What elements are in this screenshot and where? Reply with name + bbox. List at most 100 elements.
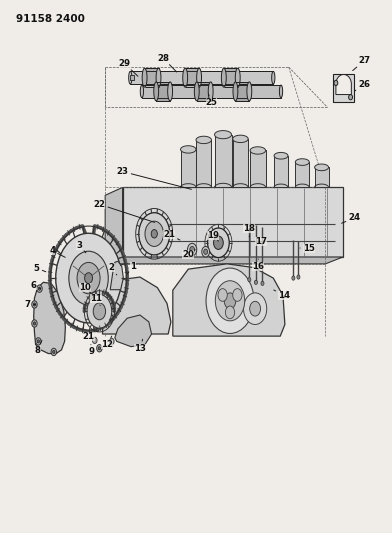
Text: 28: 28 [157, 54, 177, 72]
Polygon shape [142, 85, 281, 98]
Polygon shape [123, 188, 343, 257]
Polygon shape [333, 74, 354, 102]
Text: 4: 4 [49, 246, 65, 257]
Text: 15: 15 [300, 244, 315, 253]
Polygon shape [272, 71, 275, 84]
Text: 26: 26 [355, 80, 370, 91]
Circle shape [292, 276, 295, 280]
Polygon shape [233, 82, 238, 101]
Circle shape [233, 289, 242, 301]
Circle shape [32, 320, 37, 327]
Circle shape [33, 322, 36, 325]
Circle shape [33, 303, 36, 306]
Circle shape [36, 338, 41, 345]
Text: 6: 6 [31, 281, 41, 290]
Polygon shape [185, 68, 199, 87]
Circle shape [97, 344, 102, 352]
Polygon shape [105, 188, 123, 264]
Text: 21: 21 [83, 331, 99, 341]
Text: 18: 18 [243, 224, 255, 237]
Polygon shape [250, 147, 265, 154]
Polygon shape [197, 82, 211, 101]
Text: 1: 1 [127, 262, 136, 274]
Circle shape [224, 293, 236, 309]
Polygon shape [214, 135, 232, 188]
Polygon shape [279, 85, 283, 98]
Circle shape [77, 262, 100, 294]
Circle shape [248, 278, 251, 282]
Circle shape [254, 280, 258, 285]
Polygon shape [173, 264, 285, 336]
Polygon shape [208, 82, 213, 101]
Circle shape [250, 301, 261, 316]
Polygon shape [274, 152, 288, 159]
Polygon shape [154, 82, 159, 101]
Circle shape [37, 340, 40, 343]
Polygon shape [181, 149, 196, 188]
Circle shape [32, 301, 37, 308]
Circle shape [145, 221, 163, 246]
Circle shape [98, 346, 101, 350]
Polygon shape [168, 82, 172, 101]
Polygon shape [235, 68, 240, 87]
Text: 12: 12 [101, 336, 113, 349]
Circle shape [202, 246, 210, 257]
Polygon shape [196, 136, 211, 143]
Circle shape [93, 303, 105, 320]
Polygon shape [295, 159, 309, 165]
Circle shape [206, 268, 254, 334]
Text: 24: 24 [341, 214, 361, 223]
Circle shape [53, 350, 55, 353]
Circle shape [243, 293, 267, 325]
Polygon shape [336, 75, 351, 94]
Text: 21: 21 [163, 230, 180, 240]
Text: 14: 14 [274, 290, 290, 300]
Circle shape [87, 294, 112, 328]
Polygon shape [156, 82, 170, 101]
Circle shape [93, 337, 97, 343]
Polygon shape [130, 71, 273, 84]
Polygon shape [247, 82, 252, 101]
Circle shape [38, 287, 41, 290]
Polygon shape [156, 68, 161, 87]
Polygon shape [295, 162, 309, 188]
Circle shape [69, 251, 108, 305]
Text: 27: 27 [353, 56, 370, 70]
Polygon shape [102, 277, 171, 334]
Circle shape [56, 233, 122, 323]
Polygon shape [233, 139, 248, 188]
Polygon shape [183, 68, 188, 87]
Text: 8: 8 [34, 340, 42, 356]
Polygon shape [145, 68, 158, 87]
Text: 7: 7 [25, 300, 36, 309]
Text: 13: 13 [134, 340, 146, 353]
Polygon shape [221, 68, 226, 87]
Text: 10: 10 [79, 283, 91, 293]
Circle shape [139, 213, 170, 255]
Polygon shape [274, 156, 288, 188]
Circle shape [225, 306, 235, 319]
Polygon shape [115, 315, 152, 346]
Text: 22: 22 [93, 200, 155, 222]
Polygon shape [236, 82, 249, 101]
Circle shape [85, 273, 93, 284]
Polygon shape [130, 75, 134, 80]
Polygon shape [142, 68, 147, 87]
Circle shape [187, 243, 197, 256]
Polygon shape [315, 167, 328, 188]
Text: 3: 3 [76, 241, 86, 253]
Circle shape [297, 275, 300, 279]
Circle shape [109, 338, 114, 344]
Text: 9: 9 [89, 344, 94, 357]
Text: 91158 2400: 91158 2400 [16, 14, 85, 25]
Circle shape [51, 348, 56, 356]
Circle shape [204, 249, 208, 254]
Text: 11: 11 [90, 294, 102, 305]
Polygon shape [105, 257, 343, 264]
Polygon shape [181, 146, 196, 153]
Polygon shape [140, 85, 143, 98]
Text: 29: 29 [118, 59, 138, 76]
Circle shape [214, 236, 223, 249]
Text: 20: 20 [182, 249, 195, 260]
Circle shape [190, 246, 194, 253]
